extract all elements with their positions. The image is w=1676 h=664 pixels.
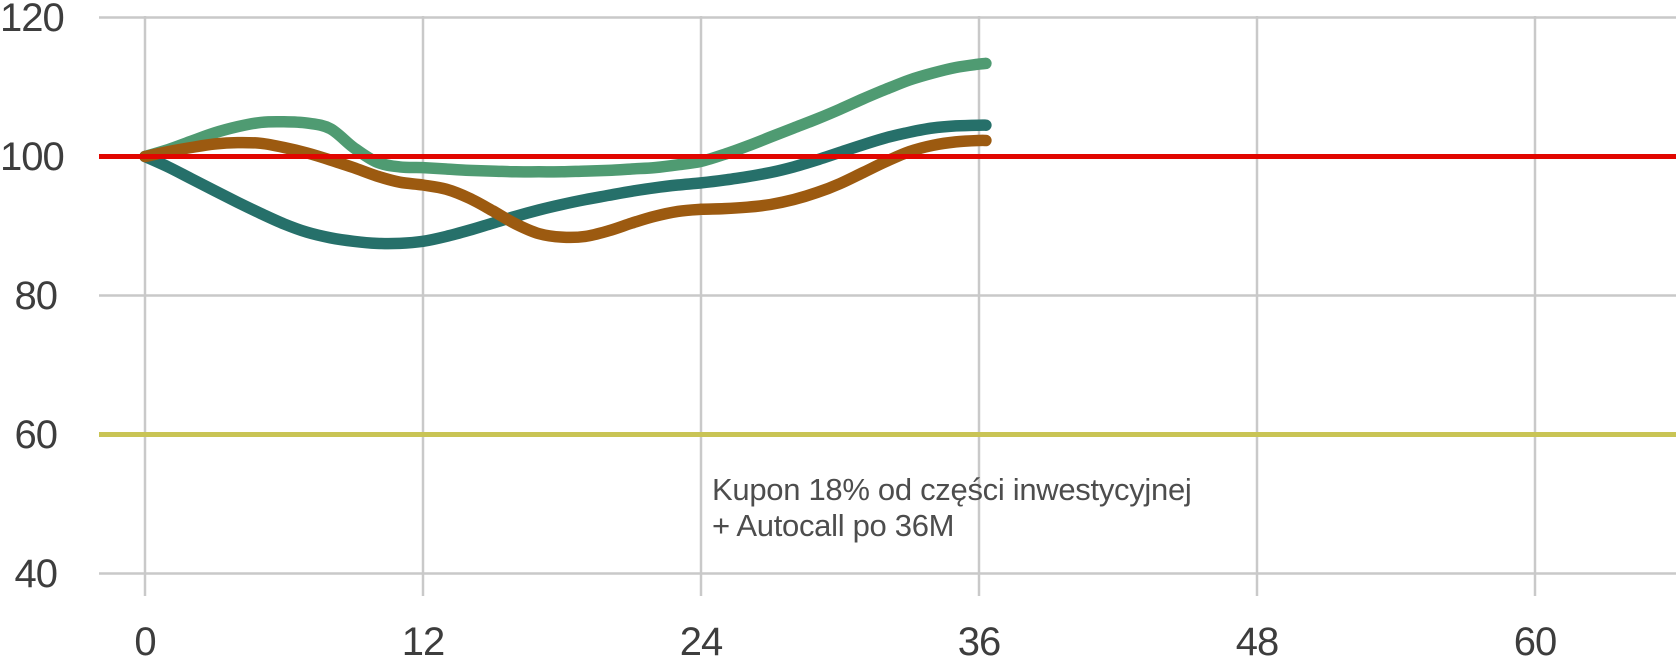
y-tick-label: 100 (0, 134, 65, 179)
series-brown-line (139, 134, 992, 244)
x-tick-label: 12 (401, 620, 446, 664)
y-tick-label: 80 (14, 273, 59, 318)
chart-annotation: Kupon 18% od części inwestycyjnej + Auto… (712, 472, 1192, 544)
x-tick-label: 24 (679, 620, 724, 664)
annotation-line-2: + Autocall po 36M (712, 508, 955, 543)
y-tick-label: 40 (14, 551, 59, 596)
annotation-line-1: Kupon 18% od części inwestycyjnej (712, 472, 1192, 507)
x-tick-label: 0 (134, 620, 156, 664)
series-green-line (139, 57, 992, 178)
series-teal-line (139, 119, 992, 250)
x-tick-label: 48 (1235, 620, 1280, 664)
y-tick-label: 60 (14, 412, 59, 457)
x-tick-label: 60 (1513, 620, 1558, 664)
y-tick-label: 120 (0, 0, 65, 40)
x-tick-label: 36 (957, 620, 1002, 664)
